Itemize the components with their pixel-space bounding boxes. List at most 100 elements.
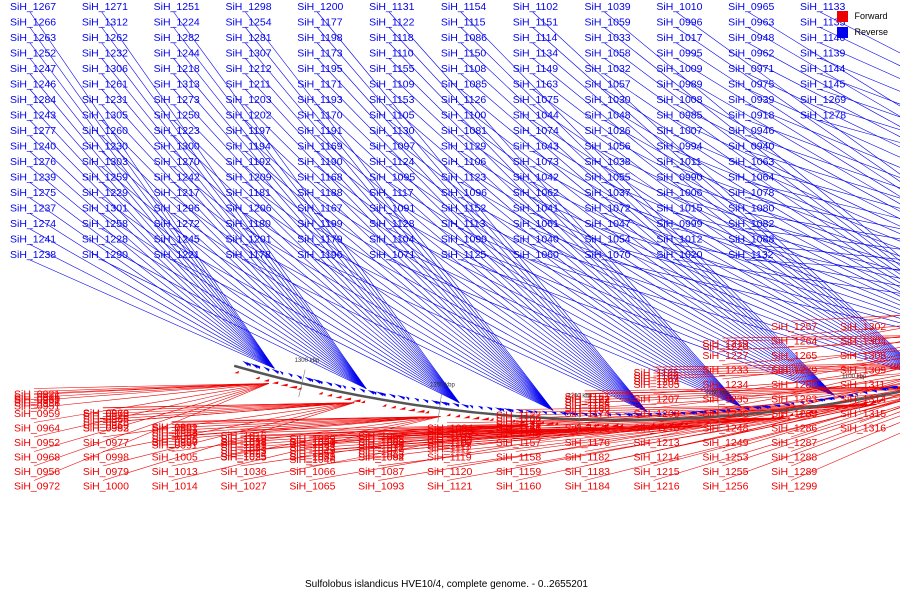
leader-line [33,383,269,452]
leader-line [317,151,648,412]
gene-label: SiH_1265 [771,350,817,362]
leader-line [173,58,460,403]
legend-swatch [837,10,849,22]
reverse-gene-arrow [317,379,323,385]
leader-line [748,228,900,250]
gene-label: SiH_1185 [634,367,679,379]
gene-label: SiH_1194 [225,141,270,153]
gene-label: SiH_1271 [82,1,128,13]
forward-gene-arrow [868,399,877,405]
leader-line [29,42,275,369]
reverse-gene-arrow [571,412,578,416]
gene-label: SiH_1005 [152,452,198,464]
gene-label: SiH_1010 [656,1,702,13]
gene-label: SiH_1315 [840,408,886,420]
leader-line [245,42,554,411]
leader-line [604,42,900,266]
leader-line [29,151,275,369]
gene-label: SiH_1165 [565,400,610,412]
leader-line [532,244,900,370]
leader-line [388,259,742,408]
tick-mark [578,405,580,434]
reverse-gene-arrow [559,411,566,416]
leader-line [532,104,900,360]
gene-label: SiH_1091 [369,203,415,215]
gene-label: SiH_1191 [297,125,342,137]
forward-gene-arrow [770,415,775,419]
forward-gene-arrow [657,422,664,427]
leader-line [33,383,269,401]
gene-label: SiH_1104 [369,234,414,246]
gene-label: SiH_1064 [728,172,774,184]
gene-label: SiH_1309 [840,365,886,377]
gene-label: SiH_0964 [14,423,60,435]
leader-line [460,166,835,396]
gene-label: SiH_1290 [82,249,128,261]
gene-label: SiH_1170 [297,110,342,122]
legend-swatch [837,26,849,38]
gene-label: SiH_1245 [154,234,200,246]
reverse-gene-arrow [279,370,284,376]
gene-label: SiH_1179 [297,234,342,246]
gene-label: SiH_1305 [82,110,128,122]
leader-line [819,27,900,67]
gene-label: SiH_1261 [82,79,128,91]
gene-label: SiH_1113 [441,218,486,230]
gene-label: SiH_1120 [427,466,472,478]
reverse-gene-arrow [460,403,469,409]
gene-label: SiH_1140 [800,32,845,44]
leader-line [102,402,355,452]
leader-line [245,11,554,411]
gene-label: SiH_1085 [441,79,487,91]
gene-label: SiH_1260 [82,125,128,137]
gene-label: SiH_1133 [800,1,845,13]
leader-line [676,228,900,279]
gene-label: SiH_1068 [358,434,404,446]
leader-line [29,27,275,369]
reverse-gene-arrow [845,394,854,397]
gene-label: SiH_1035 [221,452,267,464]
leader-line [722,407,900,467]
reverse-gene-arrow [312,378,321,384]
leader-line [676,104,900,220]
gene-label: SiH_0994 [656,141,702,153]
gene-label: SiH_1180 [225,218,270,230]
leader-line [676,42,900,190]
leader-line [748,135,900,189]
gene-label: SiH_1187 [634,373,679,385]
gene-label: SiH_0978 [83,417,129,429]
leader-line [317,104,648,412]
reverse-gene-arrow [773,404,781,408]
gene-label: SiH_1232 [82,48,128,60]
gene-label: SiH_1107 [427,438,472,450]
leader-line [388,197,742,407]
tick-label: 1150 kbp [705,391,730,397]
leader-line [317,89,648,412]
gene-label: SiH_1125 [441,249,486,261]
gene-label: SiH_1111 [427,441,471,453]
reverse-gene-arrow [828,397,835,400]
reverse-gene-arrow [422,398,429,404]
gene-label: SiH_1288 [771,452,817,464]
leader-line [173,11,460,403]
leader-line [317,166,648,412]
leader-line [388,120,742,407]
gene-label: SiH_1145 [800,79,845,91]
gene-label: SiH_0977 [83,437,129,449]
gene-label: SiH_1278 [800,110,846,122]
forward-gene-arrow [714,419,720,424]
leader-line [446,417,790,442]
gene-label: SiH_1216 [634,481,680,493]
leader-line [460,58,835,396]
forward-gene-arrow [675,422,684,426]
reverse-gene-arrow [254,364,261,370]
leader-line [676,58,900,197]
forward-gene-arrow [263,378,270,382]
leader-line [29,104,275,369]
leader-line [791,357,900,380]
gene-label: SiH_1106 [441,156,486,168]
leader-line [101,104,367,389]
reverse-gene-arrow [836,395,845,399]
leader-line [722,374,900,409]
